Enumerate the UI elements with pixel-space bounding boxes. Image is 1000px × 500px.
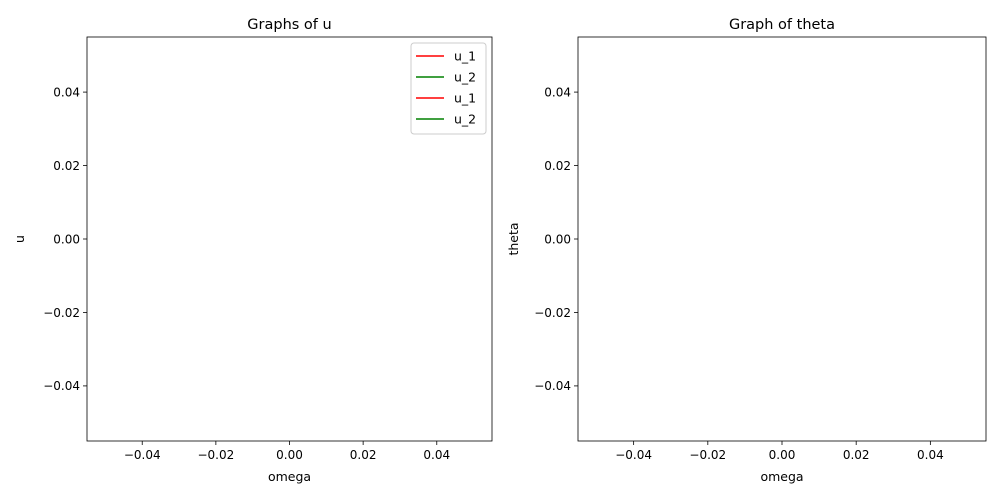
y-tick-label: 0.00 xyxy=(544,232,571,246)
chart-title: Graph of theta xyxy=(729,17,835,33)
y-tick-label: −0.04 xyxy=(534,379,571,393)
chart-title: Graphs of u xyxy=(247,17,331,33)
x-axis-label: omega xyxy=(760,469,803,484)
y-tick-label: 0.02 xyxy=(53,159,80,173)
legend-label-u-2: u_2 xyxy=(454,70,476,85)
x-tick-label: −0.04 xyxy=(615,448,652,462)
y-tick-label: −0.04 xyxy=(43,379,80,393)
y-axis-label: u xyxy=(12,235,27,243)
x-tick-label: 0.00 xyxy=(769,448,796,462)
y-tick-label: 0.00 xyxy=(53,232,80,246)
x-axis-label: omega xyxy=(268,469,311,484)
legend-label-u-1: u_1 xyxy=(454,91,476,106)
y-tick-label: −0.02 xyxy=(534,306,571,320)
plot-frame-1 xyxy=(577,36,987,442)
x-tick-label: 0.04 xyxy=(423,448,450,462)
x-tick-label: 0.02 xyxy=(350,448,377,462)
legend-box xyxy=(410,42,487,135)
y-tick-label: 0.02 xyxy=(544,159,571,173)
x-tick-label: 0.04 xyxy=(917,448,944,462)
legend-label-u-1: u_1 xyxy=(454,49,476,64)
legend-label-u-2: u_2 xyxy=(454,112,476,127)
y-tick-label: 0.04 xyxy=(544,85,571,99)
x-tick-label: −0.04 xyxy=(124,448,161,462)
x-tick-label: −0.02 xyxy=(197,448,234,462)
y-axis-label: theta xyxy=(506,222,521,255)
y-tick-label: −0.02 xyxy=(43,306,80,320)
x-tick-label: 0.02 xyxy=(843,448,870,462)
x-tick-label: −0.02 xyxy=(689,448,726,462)
y-tick-label: 0.04 xyxy=(53,85,80,99)
x-tick-label: 0.00 xyxy=(276,448,303,462)
